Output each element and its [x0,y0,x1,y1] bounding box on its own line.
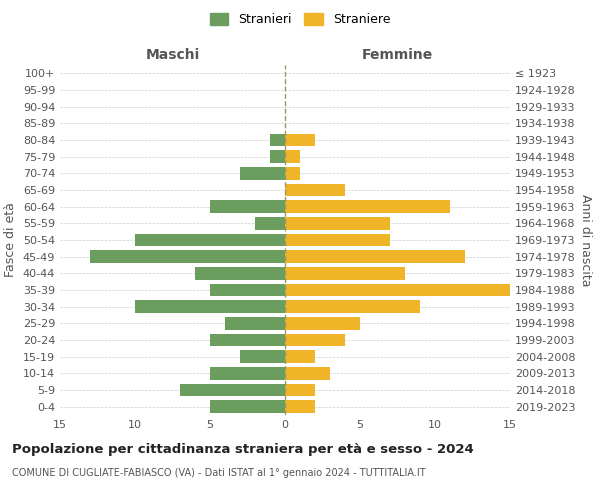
Bar [270,134,285,146]
Bar [285,234,390,246]
Y-axis label: Fasce di età: Fasce di età [4,202,17,278]
Bar [285,167,300,179]
Bar [285,250,465,263]
Bar [285,184,345,196]
Legend: Stranieri, Straniere: Stranieri, Straniere [206,8,394,29]
Bar [210,284,285,296]
Bar [180,384,285,396]
Text: Maschi: Maschi [145,48,200,62]
Bar [210,367,285,380]
Bar [285,350,315,363]
Bar [90,250,285,263]
Bar [210,400,285,413]
Bar [285,134,315,146]
Bar [135,300,285,313]
Bar [135,234,285,246]
Bar [285,367,330,380]
Bar [285,334,345,346]
Y-axis label: Anni di nascita: Anni di nascita [579,194,592,286]
Bar [225,317,285,330]
Bar [210,200,285,213]
Bar [285,200,450,213]
Bar [210,334,285,346]
Text: Popolazione per cittadinanza straniera per età e sesso - 2024: Popolazione per cittadinanza straniera p… [12,442,474,456]
Bar [285,300,420,313]
Bar [285,400,315,413]
Bar [285,284,510,296]
Bar [240,350,285,363]
Text: COMUNE DI CUGLIATE-FABIASCO (VA) - Dati ISTAT al 1° gennaio 2024 - TUTTITALIA.IT: COMUNE DI CUGLIATE-FABIASCO (VA) - Dati … [12,468,425,477]
Bar [285,384,315,396]
Bar [270,150,285,163]
Bar [285,150,300,163]
Bar [285,267,405,280]
Bar [285,317,360,330]
Bar [195,267,285,280]
Bar [255,217,285,230]
Bar [240,167,285,179]
Text: Femmine: Femmine [362,48,433,62]
Bar [285,217,390,230]
